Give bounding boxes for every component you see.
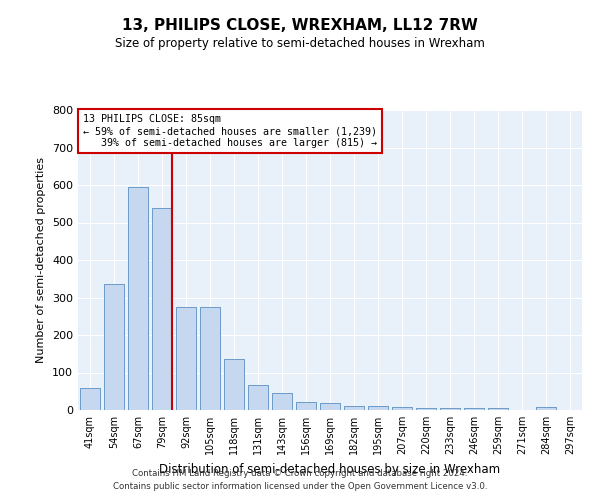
- Text: Size of property relative to semi-detached houses in Wrexham: Size of property relative to semi-detach…: [115, 38, 485, 51]
- Bar: [344, 406, 364, 410]
- Y-axis label: Number of semi-detached properties: Number of semi-detached properties: [37, 157, 46, 363]
- Bar: [320, 403, 340, 410]
- Bar: [200, 307, 220, 410]
- Text: 13, PHILIPS CLOSE, WREXHAM, LL12 7RW: 13, PHILIPS CLOSE, WREXHAM, LL12 7RW: [122, 18, 478, 32]
- Bar: [392, 407, 412, 410]
- Bar: [80, 388, 100, 410]
- Bar: [488, 408, 508, 410]
- Text: 13 PHILIPS CLOSE: 85sqm
← 59% of semi-detached houses are smaller (1,239)
   39%: 13 PHILIPS CLOSE: 85sqm ← 59% of semi-de…: [83, 114, 377, 148]
- Bar: [464, 408, 484, 410]
- Bar: [296, 402, 316, 410]
- Bar: [536, 407, 556, 410]
- Bar: [128, 187, 148, 410]
- Bar: [416, 408, 436, 410]
- Bar: [440, 408, 460, 410]
- Bar: [272, 393, 292, 410]
- Bar: [176, 307, 196, 410]
- Bar: [224, 360, 244, 410]
- Text: Contains HM Land Registry data © Crown copyright and database right 2024.: Contains HM Land Registry data © Crown c…: [132, 468, 468, 477]
- Bar: [368, 406, 388, 410]
- Bar: [248, 384, 268, 410]
- Bar: [152, 208, 172, 410]
- Bar: [104, 284, 124, 410]
- Text: Contains public sector information licensed under the Open Government Licence v3: Contains public sector information licen…: [113, 482, 487, 491]
- X-axis label: Distribution of semi-detached houses by size in Wrexham: Distribution of semi-detached houses by …: [160, 462, 500, 475]
